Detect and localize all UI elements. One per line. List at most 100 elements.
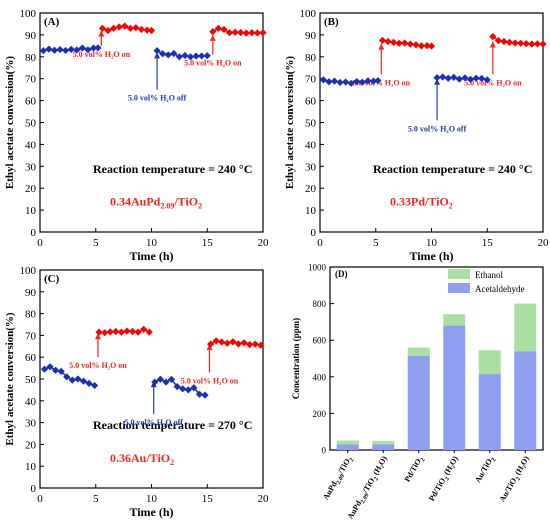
catalyst-label-base: 0.34AuPd	[110, 195, 161, 209]
data-point	[342, 78, 350, 86]
data-point	[522, 40, 530, 48]
data-point	[170, 49, 178, 58]
h2o-annotation: 5.0 vol% H₂O on	[181, 376, 239, 385]
data-point	[251, 340, 259, 348]
data-point	[231, 28, 239, 36]
temperature-label: Reaction temperature = 240 °C	[373, 162, 532, 176]
y-tick-label: 50	[25, 374, 37, 386]
x-tick-label: AuPd2.09/TiO2 (H₂O)	[346, 454, 392, 521]
data-point	[52, 366, 60, 374]
data-point	[89, 44, 98, 52]
x-tick-label: 5	[93, 493, 99, 505]
h2o-arrow-head	[209, 34, 216, 41]
x-axis-label: Time (h)	[409, 249, 453, 263]
data-point	[73, 46, 81, 54]
bar-acetaldehyde	[443, 325, 466, 450]
catalyst-label-sub2: 2	[449, 202, 453, 211]
data-point	[389, 38, 398, 46]
x-tick-label-sub2: 2	[491, 457, 498, 463]
bar-acetaldehyde	[372, 444, 395, 450]
series-line	[154, 378, 206, 396]
panel-label: (D)	[335, 269, 348, 279]
data-point	[500, 37, 508, 46]
x-tick-label: Pd/TiO2 (H₂O)	[427, 454, 462, 504]
data-point	[489, 33, 497, 41]
bar-acetaldehyde	[514, 351, 537, 450]
data-point	[164, 51, 172, 59]
legend-swatch-acetaldehyde	[448, 283, 470, 293]
data-point	[483, 76, 491, 84]
bar-ethanol	[478, 350, 501, 375]
panel-a: 0 5 10 15 20 0 10 20 30 40 50 60 70 80 90 100 Time (h) Et…	[4, 8, 269, 263]
data-point	[319, 76, 327, 84]
y-axis-label: Ethyl acetate conversion(%)	[4, 56, 16, 190]
h2o-arrow-head	[378, 43, 385, 50]
y-tick-label: 90	[25, 30, 37, 42]
y-tick-label: 70	[25, 330, 37, 342]
h2o-annotation: 5.0 vol% H₂O on	[69, 361, 127, 370]
data-point	[201, 391, 209, 399]
data-point	[198, 52, 206, 60]
y-tick-label: 30	[25, 161, 37, 173]
x-tick-label: 0	[37, 493, 43, 505]
data-point	[378, 36, 387, 44]
y-tick-label: 20	[25, 183, 37, 195]
data-point	[240, 339, 248, 347]
data-point	[156, 375, 165, 383]
data-point	[85, 379, 93, 387]
y-axis-label: Ethyl acetate conversion(%)	[284, 56, 296, 190]
x-tick-label: 10	[146, 493, 158, 505]
data-point	[63, 373, 71, 381]
x-tick-label-sub2: 2	[349, 457, 356, 463]
y-tick-label: 80	[305, 52, 317, 64]
bar-ethanol	[514, 303, 537, 352]
data-point	[259, 29, 267, 37]
y-tick-label: 50	[25, 118, 37, 130]
y-tick-label: 0	[322, 446, 327, 456]
series-line	[44, 365, 95, 387]
data-point	[186, 53, 195, 61]
x-tick-label-tail: (H₂O)	[512, 454, 531, 478]
data-point	[112, 327, 120, 336]
h2o-arrow-head	[206, 344, 213, 351]
x-tick-label: 15	[202, 493, 214, 505]
data-point	[374, 77, 382, 85]
legend-label-acetaldehyde: Acetaldehyde	[475, 284, 524, 294]
y-tick-label: 20	[25, 439, 37, 451]
h2o-annotation: 5.0 vol% H₂O on	[184, 59, 242, 68]
data-point	[209, 28, 217, 36]
data-point	[234, 340, 243, 348]
data-point	[145, 328, 153, 336]
data-point	[143, 26, 151, 34]
data-point	[56, 45, 64, 54]
data-point	[121, 22, 129, 30]
x-axis-label: Time (h)	[129, 505, 173, 519]
data-point	[57, 367, 65, 375]
data-point	[427, 42, 436, 50]
h2o-arrow-head	[434, 78, 441, 85]
x-tick-label-tail: (H₂O)	[441, 454, 460, 478]
data-point	[153, 47, 161, 55]
data-point	[45, 45, 53, 53]
x-tick-label: Pd/TiO2	[403, 455, 427, 485]
y-tick-label: 20	[305, 183, 317, 195]
data-point	[444, 74, 452, 82]
temperature-label: Reaction temperature = 240 °C	[93, 162, 252, 176]
data-point	[94, 44, 102, 52]
data-point	[533, 40, 542, 48]
data-point	[336, 78, 344, 87]
data-point	[517, 39, 525, 47]
data-point	[195, 390, 204, 398]
x-tick-label-sub: 2.09	[336, 474, 346, 486]
y-tick-label: 30	[25, 418, 37, 430]
y-tick-label: 400	[313, 372, 327, 382]
y-tick-label: 0	[31, 227, 37, 239]
y-tick-label: 1000	[308, 263, 327, 273]
x-tick-label: 15	[482, 237, 494, 249]
h2o-annotation: 5.0 vol% H₂O on	[73, 50, 131, 59]
panel-label: (C)	[44, 273, 60, 285]
catalyst-label: 0.34AuPd2.09/TiO2	[110, 195, 202, 211]
h2o-annotation: 5.0 vol% H₂O on	[464, 78, 522, 87]
data-point	[369, 77, 378, 85]
data-point	[162, 378, 170, 386]
